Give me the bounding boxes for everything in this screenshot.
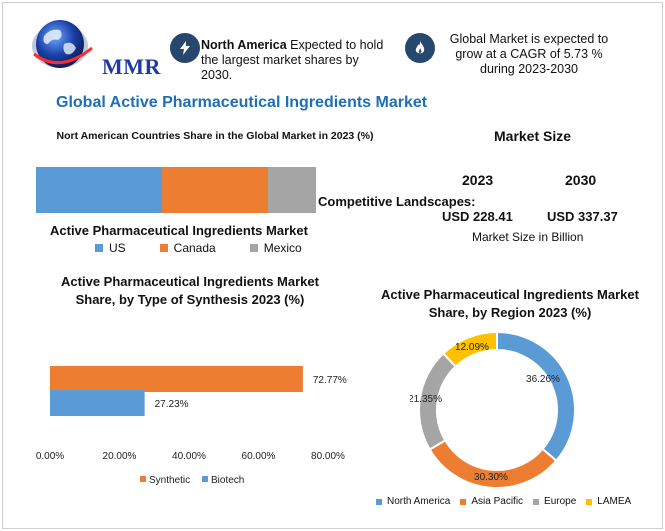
legend-swatch: [202, 476, 208, 482]
legend-label: US: [109, 241, 126, 255]
page-title: Global Active Pharmaceutical Ingredients…: [56, 94, 428, 111]
donut-slice-lamea: [441, 330, 498, 368]
legend-label: Mexico: [263, 241, 302, 255]
region-donut-chart: 36.26% 30.30% 21.35% 12.09%: [410, 330, 576, 489]
legend-label: Canada: [173, 241, 216, 255]
header-note-cagr: Global Market is expected to grow at a C…: [449, 32, 609, 76]
market-size-value-2023: USD 228.41: [442, 209, 513, 224]
synthesis-bar-chart: 72.77% 27.23% 0.00% 20.00% 40.00% 60.00% 80.00…: [36, 366, 347, 486]
legend-item: Mexico: [249, 241, 302, 255]
synthesis-chart-title: Active Pharmaceutical Ingredients Market…: [61, 274, 319, 307]
legend-swatch: [533, 498, 540, 505]
synthesis-x-tick: 0.00%: [36, 451, 64, 462]
synthesis-data-label: 27.23%: [155, 399, 189, 410]
header-note-north-america: North America Expected to hold the large…: [201, 38, 393, 83]
legend-label: Synthetic: [149, 475, 190, 486]
legend-item: LAMEA: [586, 496, 631, 507]
donut-data-label: 36.26%: [526, 374, 560, 385]
legend-swatch: [159, 244, 168, 252]
market-size-year-2030: 2030: [565, 172, 597, 188]
header-note-rest: Expected to hold the largest market shar…: [201, 38, 384, 82]
synthesis-x-tick: 80.00%: [311, 451, 345, 462]
donut-data-label: 12.09%: [455, 342, 489, 353]
legend-item: North America: [376, 496, 450, 507]
stacked-bar-category-label: Active Pharmaceutical Ingredients Market: [50, 223, 308, 238]
globe-icon: [32, 20, 93, 68]
stacked-segment-us: [36, 167, 162, 213]
competitive-landscapes-label: Competitive Landscapes:: [318, 194, 476, 209]
logo-text: MMR: [102, 54, 161, 79]
donut-data-label: 21.35%: [410, 394, 442, 405]
flame-icon: [405, 33, 435, 63]
synthesis-x-tick: 40.00%: [172, 451, 206, 462]
synthesis-data-label: 72.77%: [313, 375, 347, 386]
lightning-icon: [170, 33, 200, 63]
legend-item: Europe: [533, 496, 576, 507]
stacked-segment-mexico: [268, 167, 316, 213]
legend-item: Asia Pacific: [460, 496, 523, 507]
legend-swatch: [95, 244, 103, 252]
legend-swatch: [376, 498, 382, 505]
donut-slice-north-america: [496, 330, 576, 463]
donut-data-label: 30.30%: [474, 472, 508, 483]
legend-swatch: [586, 498, 593, 505]
stacked-chart-title: Nort American Countries Share in the Glo…: [56, 130, 374, 142]
synthesis-bar-synthetic: [50, 366, 303, 392]
market-size-year-2023: 2023: [462, 172, 494, 188]
synthesis-x-tick: 20.00%: [103, 451, 137, 462]
legend-label: Europe: [544, 496, 577, 507]
legend-swatch: [249, 244, 258, 252]
header-note-bold: North America: [201, 38, 287, 52]
stacked-bar-legend: US Canada Mexico: [95, 241, 336, 255]
stacked-segment-canada: [162, 167, 269, 213]
region-chart-title: Active Pharmaceutical Ingredients Market…: [381, 287, 639, 320]
legend-swatch: [460, 498, 467, 505]
legend-label: Biotech: [211, 475, 244, 486]
legend-label: LAMEA: [597, 496, 632, 507]
brand-logo: MMR: [30, 14, 170, 79]
legend-swatch: [140, 476, 146, 482]
synthesis-bar-biotech: [50, 390, 145, 416]
market-size-title: Market Size: [494, 128, 572, 144]
legend-item: Canada: [159, 241, 216, 255]
legend-item: US: [95, 241, 126, 255]
market-size-unit: Market Size in Billion: [472, 230, 584, 244]
region-legend: North America Asia Pacific Europe LAMEA: [376, 496, 641, 507]
legend-label: North America: [387, 496, 451, 507]
stacked-bar: [36, 167, 316, 213]
legend-label: Asia Pacific: [471, 496, 524, 507]
market-size-value-2030: USD 337.37: [547, 209, 618, 224]
synthesis-x-tick: 60.00%: [242, 451, 276, 462]
